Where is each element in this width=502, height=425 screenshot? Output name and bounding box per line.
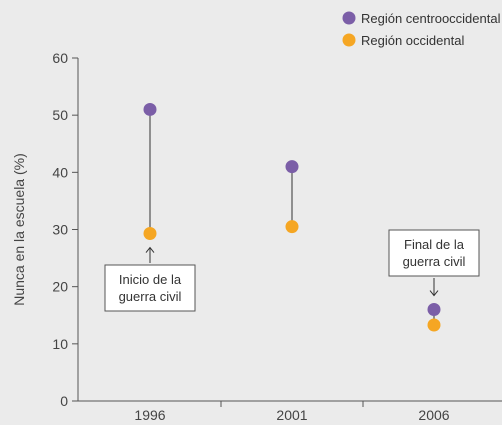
point-occidental — [427, 318, 441, 332]
x-tick-label: 2006 — [418, 407, 449, 423]
legend-label: Región occidental — [361, 33, 464, 48]
annotation-text: guerra civil — [403, 254, 466, 269]
annotation-text: guerra civil — [119, 289, 182, 304]
y-tick-label: 60 — [52, 50, 68, 66]
annotation-arrowhead — [429, 290, 439, 297]
y-tick-label: 30 — [52, 222, 68, 238]
annotation-box — [388, 229, 480, 277]
y-tick-label: 40 — [52, 164, 68, 180]
point-centrooccidental — [143, 102, 157, 116]
y-tick-label: 10 — [52, 336, 68, 352]
x-tick-label: 2001 — [276, 407, 307, 423]
annotation-text: Final de la — [404, 237, 465, 252]
y-axis-label: Nunca en la escuela (%) — [11, 153, 27, 306]
point-occidental — [285, 220, 299, 234]
annotation-arrowhead — [145, 246, 155, 253]
point-centrooccidental — [427, 303, 441, 317]
y-tick-label: 0 — [60, 393, 68, 409]
legend-marker — [342, 11, 356, 25]
x-tick-label: 1996 — [134, 407, 165, 423]
y-tick-label: 50 — [52, 107, 68, 123]
legend-label: Región centrooccidental — [361, 11, 501, 26]
annotation-box — [104, 264, 196, 312]
point-centrooccidental — [285, 160, 299, 174]
annotation-text: Inicio de la — [119, 272, 182, 287]
point-occidental — [143, 227, 157, 241]
y-tick-label: 20 — [52, 279, 68, 295]
legend-marker — [342, 33, 356, 47]
